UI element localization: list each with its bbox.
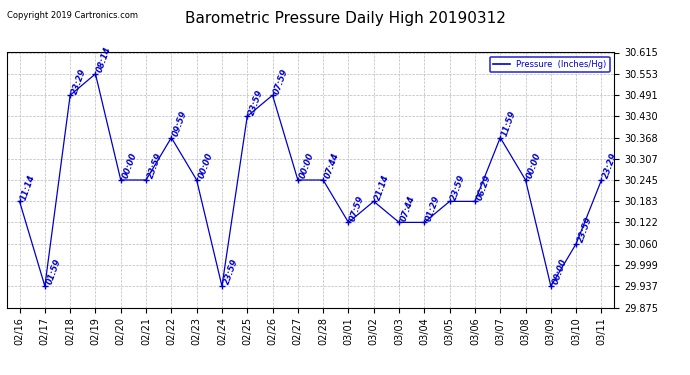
Text: 06:29: 06:29 <box>475 173 493 201</box>
Text: 00:00: 00:00 <box>197 152 215 180</box>
Text: 21:14: 21:14 <box>374 173 391 201</box>
Text: 00:00: 00:00 <box>551 258 569 286</box>
Text: 01:29: 01:29 <box>424 194 442 222</box>
Text: 23:59: 23:59 <box>146 152 164 180</box>
Text: 23:59: 23:59 <box>450 173 467 201</box>
Text: 00:00: 00:00 <box>121 152 139 180</box>
Text: 23:29: 23:29 <box>70 67 88 95</box>
Text: 01:59: 01:59 <box>45 258 63 286</box>
Text: 11:59: 11:59 <box>500 109 518 138</box>
Text: 23:59: 23:59 <box>576 215 594 244</box>
Legend: Pressure  (Inches/Hg): Pressure (Inches/Hg) <box>490 57 610 72</box>
Text: Barometric Pressure Daily High 20190312: Barometric Pressure Daily High 20190312 <box>184 11 506 26</box>
Text: 07:59: 07:59 <box>348 194 366 222</box>
Text: 09:59: 09:59 <box>171 109 189 138</box>
Text: 08:14: 08:14 <box>95 45 113 74</box>
Text: 07:44: 07:44 <box>323 152 341 180</box>
Text: 23:59: 23:59 <box>222 258 239 286</box>
Text: 00:00: 00:00 <box>298 152 315 180</box>
Text: Copyright 2019 Cartronics.com: Copyright 2019 Cartronics.com <box>7 11 138 20</box>
Text: 07:44: 07:44 <box>399 194 417 222</box>
Text: 23:59: 23:59 <box>247 88 265 116</box>
Text: 07:59: 07:59 <box>273 67 290 95</box>
Text: 23:29: 23:29 <box>602 152 619 180</box>
Text: 11:14: 11:14 <box>19 173 37 201</box>
Text: 00:00: 00:00 <box>526 152 543 180</box>
